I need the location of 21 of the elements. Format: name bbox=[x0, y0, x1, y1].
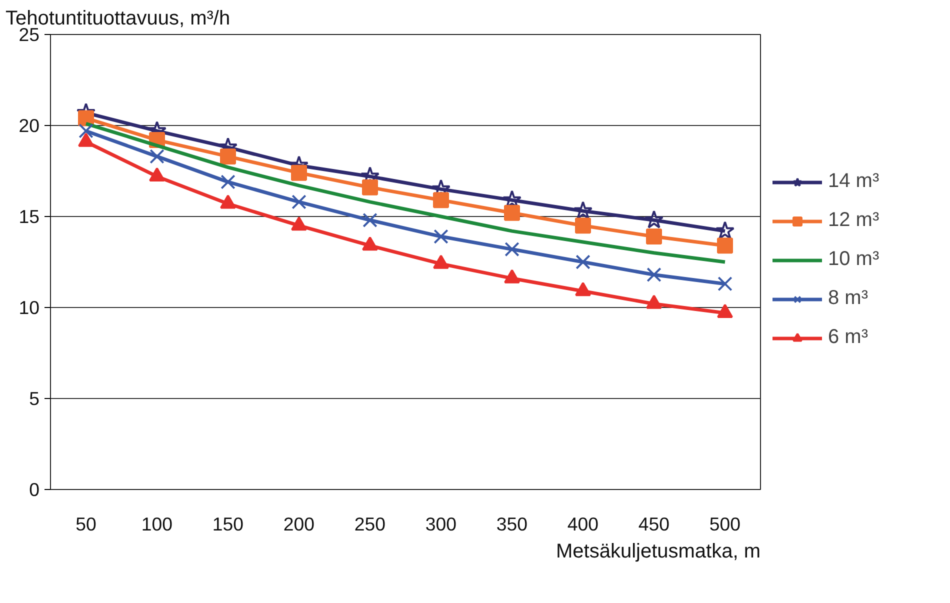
legend-label: 6 m³ bbox=[828, 326, 868, 349]
x-tick-label: 200 bbox=[283, 514, 315, 534]
legend-label: 12 m³ bbox=[828, 209, 880, 232]
x-tick-label: 400 bbox=[567, 514, 599, 534]
x-axis-title: Metsäkuljetusmatka, m bbox=[556, 540, 761, 562]
x-tick-label: 500 bbox=[709, 514, 741, 534]
legend-label: 8 m³ bbox=[828, 287, 868, 310]
x-tick-label: 250 bbox=[354, 514, 386, 534]
y-tick-label: 5 bbox=[29, 388, 40, 409]
x-tick-label: 350 bbox=[496, 514, 528, 534]
legend-label: 14 m³ bbox=[828, 170, 880, 193]
x-tick-label: 50 bbox=[76, 514, 96, 534]
y-tick-label: 10 bbox=[18, 297, 40, 318]
x-tick-label: 450 bbox=[638, 514, 670, 534]
x-tick-label: 300 bbox=[425, 514, 457, 534]
y-tick-label: 15 bbox=[18, 206, 40, 227]
x-tick-label: 100 bbox=[141, 514, 173, 534]
legend-label: 10 m³ bbox=[828, 248, 880, 271]
y-tick-label: 20 bbox=[18, 115, 40, 136]
y-tick-label: 0 bbox=[29, 479, 40, 500]
x-tick-label: 150 bbox=[212, 514, 244, 534]
